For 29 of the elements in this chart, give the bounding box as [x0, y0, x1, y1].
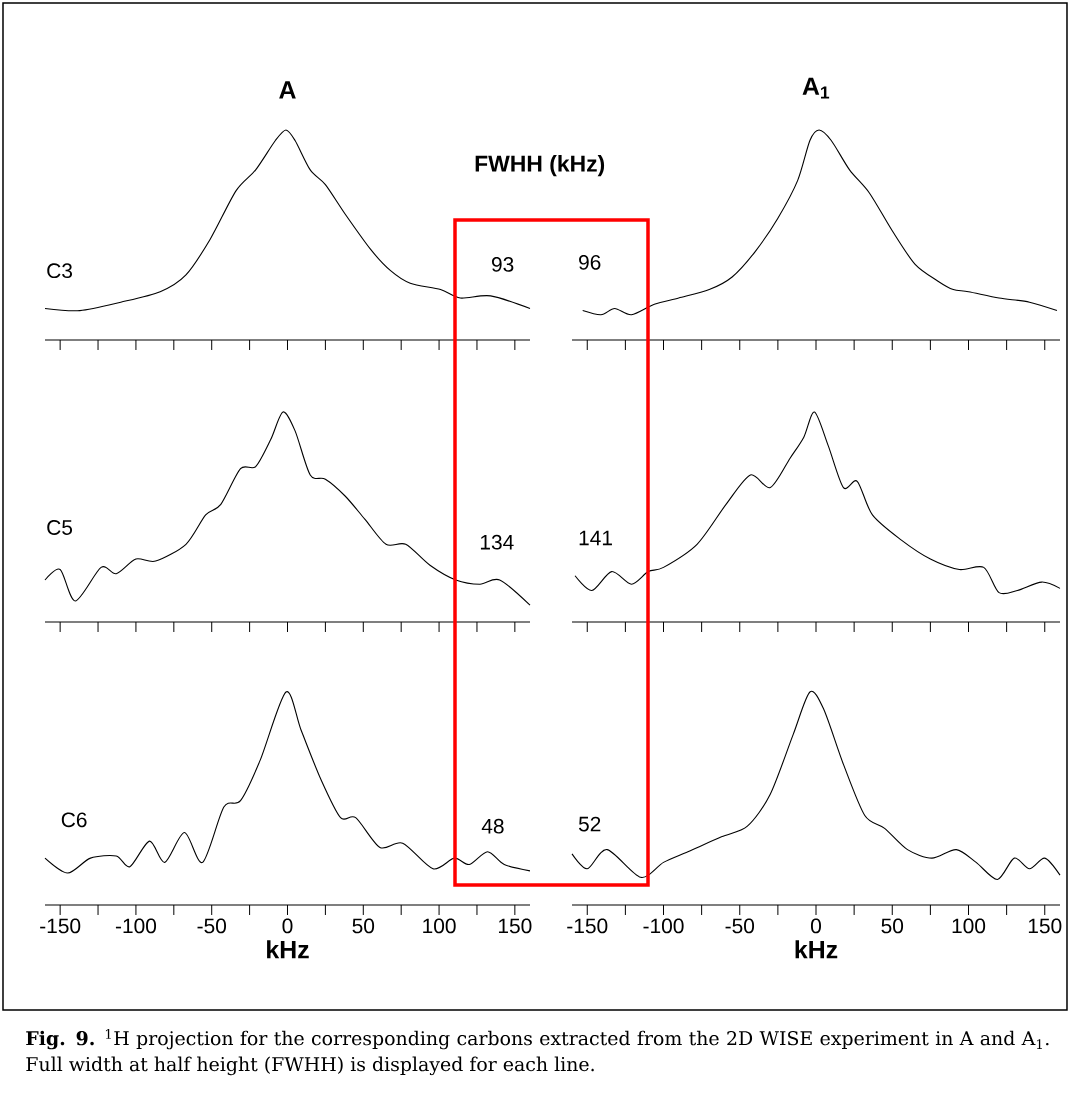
x-tick-label: -100 — [115, 918, 157, 934]
x-tick-label: 150 — [498, 918, 532, 934]
x-tick-label: 50 — [881, 918, 904, 934]
annotation: 134 — [480, 534, 514, 550]
x-tick-label: 150 — [1028, 918, 1062, 934]
x-tick-label: -50 — [725, 918, 755, 934]
x-tick-label: 50 — [352, 918, 375, 934]
chart-title: A$_{1}$ — [802, 77, 830, 99]
x-axis-title: kHz — [267, 940, 309, 959]
annotation: FWHH (kHz) — [475, 155, 605, 177]
annotation: C5 — [47, 520, 73, 535]
x-tick-label: -150 — [567, 918, 608, 934]
x-tick-label: 100 — [423, 918, 456, 934]
x-tick-label: 0 — [282, 918, 293, 934]
x-tick-label: 100 — [952, 918, 986, 934]
x-tick-label: 0 — [811, 918, 821, 934]
x-tick-label: -150 — [40, 918, 81, 934]
annotation: 93 — [491, 256, 514, 272]
text: Fig. 9. $^{1}$H projection for the corresponding carbons extracted from the 2D WISE experiment in A and A$_{1}$. Full width at half height (FWHH) is displayed for each line. — [26, 1029, 1049, 1076]
x-tick-label: -50 — [197, 918, 227, 934]
x-tick-label: -100 — [643, 918, 684, 934]
annotation: C6 — [61, 812, 87, 828]
annotation: 52 — [578, 816, 601, 832]
annotation: C3 — [47, 263, 73, 279]
annotation: 96 — [579, 254, 601, 270]
annotation: 141 — [579, 530, 612, 546]
annotation: 48 — [481, 818, 504, 834]
chart-title: A — [279, 81, 296, 99]
x-axis-title: kHz — [795, 940, 838, 959]
